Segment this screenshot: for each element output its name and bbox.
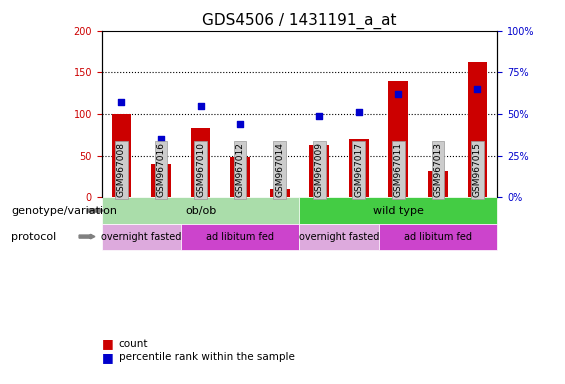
Point (275, 173, 284, 179)
Bar (468, 61, 487, 197)
Text: GSM967015: GSM967015 (473, 142, 482, 197)
Text: percentile rank within the sample: percentile rank within the sample (119, 352, 294, 362)
Bar (191, 128, 210, 197)
Text: ■: ■ (102, 351, 114, 364)
FancyBboxPatch shape (379, 223, 497, 250)
Text: ob/ob: ob/ob (185, 205, 216, 215)
Text: GSM967017: GSM967017 (354, 142, 363, 197)
Text: GSM967008: GSM967008 (117, 142, 126, 197)
Text: ad libitum fed: ad libitum fed (404, 232, 472, 242)
Point (196, 103, 205, 109)
Text: GSM967010: GSM967010 (196, 142, 205, 197)
Text: overnight fasted: overnight fasted (299, 232, 379, 242)
Text: protocol: protocol (11, 232, 56, 242)
Text: ■: ■ (102, 337, 114, 350)
FancyBboxPatch shape (181, 223, 299, 250)
Point (157, 136, 166, 142)
FancyBboxPatch shape (299, 197, 497, 223)
Title: GDS4506 / 1431191_a_at: GDS4506 / 1431191_a_at (202, 13, 397, 29)
Text: genotype/variation: genotype/variation (11, 205, 118, 215)
Text: overnight fasted: overnight fasted (101, 232, 181, 242)
Bar (428, 171, 447, 197)
FancyBboxPatch shape (299, 223, 379, 250)
Point (315, 113, 324, 119)
Bar (389, 81, 408, 197)
Point (394, 91, 403, 97)
FancyBboxPatch shape (102, 197, 299, 223)
Bar (270, 189, 289, 197)
Bar (151, 164, 171, 197)
Point (433, 144, 442, 151)
Text: GSM967011: GSM967011 (394, 142, 403, 197)
Text: wild type: wild type (373, 205, 424, 215)
Text: ad libitum fed: ad libitum fed (206, 232, 274, 242)
Point (473, 86, 482, 92)
Text: count: count (119, 339, 148, 349)
Point (117, 99, 126, 106)
Point (236, 121, 245, 127)
Text: GSM967012: GSM967012 (236, 142, 245, 197)
FancyBboxPatch shape (102, 223, 181, 250)
Text: GSM967014: GSM967014 (275, 142, 284, 197)
Point (354, 109, 363, 116)
Text: GSM967016: GSM967016 (157, 142, 166, 197)
Bar (111, 114, 131, 197)
Bar (231, 157, 250, 197)
Text: GSM967013: GSM967013 (433, 142, 442, 197)
Bar (310, 145, 329, 197)
Text: GSM967009: GSM967009 (315, 142, 324, 197)
Bar (349, 139, 368, 197)
